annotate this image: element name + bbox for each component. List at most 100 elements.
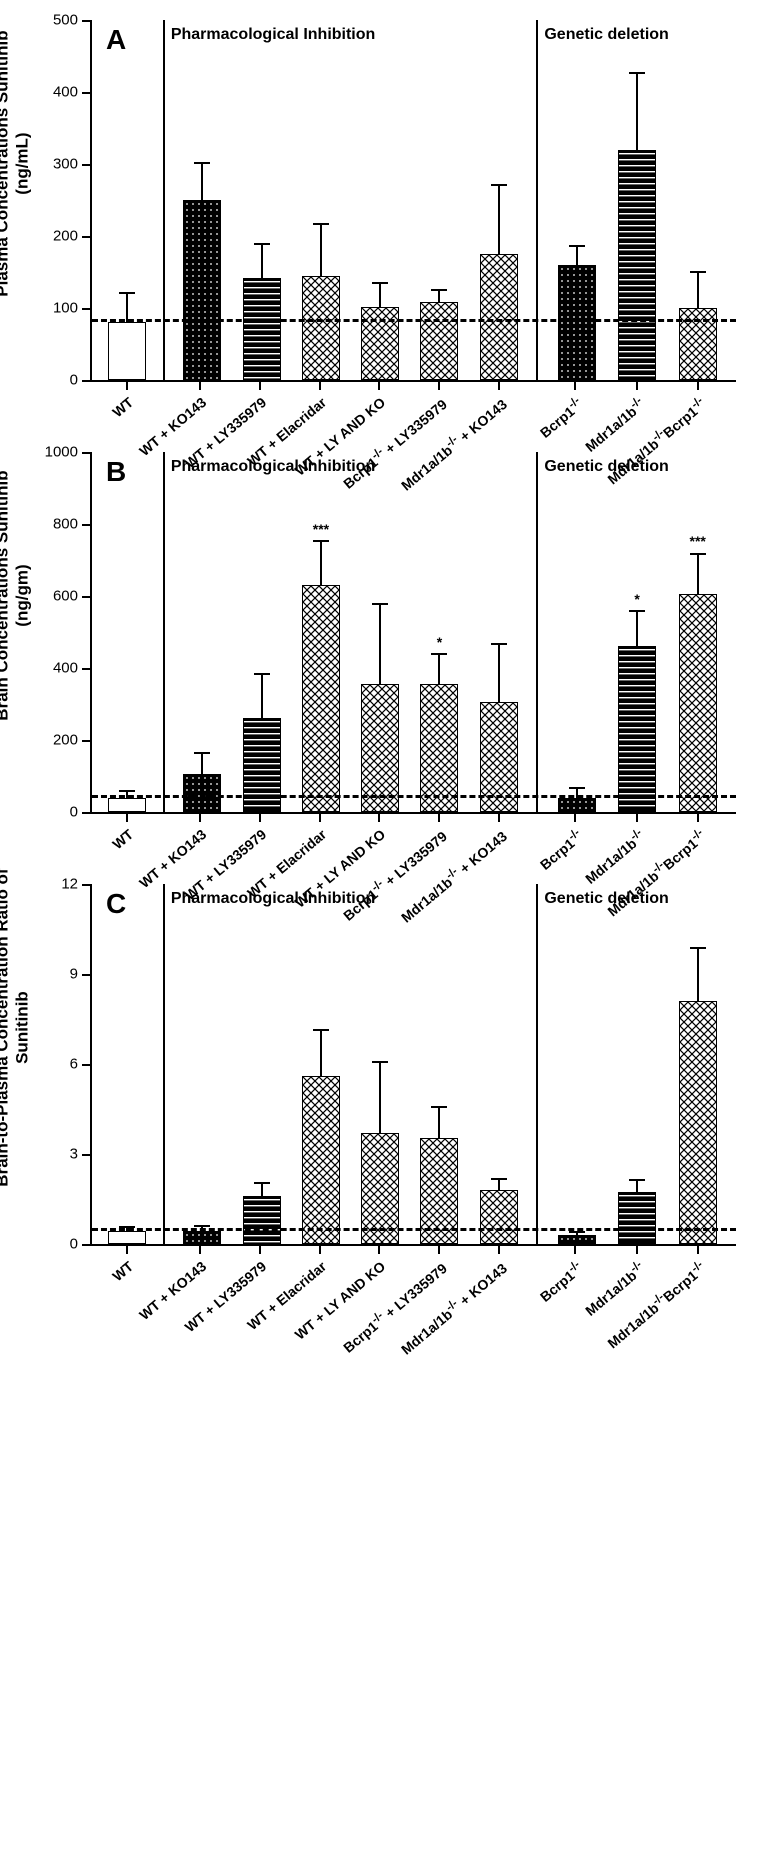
figure-root: Plasma Concentrations Sunitinib(ng/mL)01… — [0, 0, 772, 1396]
plot-region-1: Pharmacological Inhibition — [163, 884, 537, 1244]
bar-slot: *** — [667, 452, 728, 812]
bar — [183, 200, 221, 380]
panel-letter: B — [106, 456, 126, 488]
bar — [480, 1190, 518, 1244]
bar — [108, 322, 146, 380]
bar — [183, 1231, 221, 1245]
bar — [558, 265, 596, 380]
x-tick-label: Bcrp1-/- + LY335979 — [338, 1258, 450, 1356]
y-axis-label: Brain Concentrations Sunitinib(ng/gm) — [0, 470, 32, 720]
bar-slot — [232, 884, 291, 1244]
bar — [302, 276, 340, 380]
y-tick-label: 0 — [70, 1236, 78, 1253]
significance-marker: * — [634, 591, 639, 607]
x-tick-label: WT — [109, 394, 136, 420]
plot-area: 02004006008001000BPharmacological Inhibi… — [90, 452, 736, 814]
bar-slot — [546, 884, 607, 1244]
bar-slot — [607, 20, 668, 380]
y-tick-label: 1000 — [45, 444, 78, 461]
bar — [618, 1192, 656, 1245]
bar — [420, 684, 458, 812]
bar-slot — [351, 20, 410, 380]
significance-marker: * — [437, 634, 442, 650]
panel-A: Plasma Concentrations Sunitinib(ng/mL)01… — [36, 20, 736, 382]
bar — [420, 302, 458, 380]
panel-B: Brain Concentrations Sunitinib(ng/gm)020… — [36, 452, 736, 814]
y-axis-label: Brain-to-Plasma Concentration Ratio ofSu… — [0, 868, 32, 1186]
bar-slot — [100, 452, 155, 812]
x-tick-label: WT — [109, 826, 136, 852]
plot-area: 0100200300400500APharmacological Inhibit… — [90, 20, 736, 382]
plot-region-2: Genetic deletion — [536, 884, 736, 1244]
bar-slot: *** — [291, 452, 350, 812]
bar-slot — [410, 20, 469, 380]
bar-slot — [173, 884, 232, 1244]
bar-slot: * — [607, 452, 668, 812]
bar — [679, 594, 717, 812]
bar-slot — [469, 452, 528, 812]
bar — [361, 1133, 399, 1244]
bar — [679, 1001, 717, 1244]
y-axis-label: Plasma Concentrations Sunitinib(ng/mL) — [0, 30, 32, 296]
bar — [480, 702, 518, 812]
bar — [108, 798, 146, 812]
bar — [558, 798, 596, 812]
bar — [618, 646, 656, 812]
x-tick-label: WT — [109, 1258, 136, 1284]
significance-marker: *** — [690, 533, 706, 549]
y-tick-label: 600 — [53, 588, 78, 605]
bar-slot — [469, 884, 528, 1244]
plot-region-1: Pharmacological Inhibition**** — [163, 452, 537, 812]
bar-slot — [100, 884, 155, 1244]
bar — [361, 307, 399, 380]
y-tick-label: 200 — [53, 228, 78, 245]
bar-slot: * — [410, 452, 469, 812]
plot-region-2: Genetic deletion — [536, 20, 736, 380]
bar-slot — [469, 20, 528, 380]
bar-slot — [100, 20, 155, 380]
bar-slot — [351, 452, 410, 812]
y-tick-label: 3 — [70, 1146, 78, 1163]
y-tick-label: 200 — [53, 732, 78, 749]
bar — [243, 718, 281, 812]
bar-slot — [667, 884, 728, 1244]
bar-slot — [546, 452, 607, 812]
y-tick-label: 0 — [70, 372, 78, 389]
significance-marker: *** — [313, 521, 329, 537]
plot-region-2: Genetic deletion**** — [536, 452, 736, 812]
bar — [480, 254, 518, 380]
bar-slot — [291, 884, 350, 1244]
y-tick-label: 500 — [53, 12, 78, 29]
y-tick-label: 0 — [70, 804, 78, 821]
plot-region-1: Pharmacological Inhibition — [163, 20, 537, 380]
bar — [183, 774, 221, 812]
bar-slot — [410, 884, 469, 1244]
y-tick-label: 6 — [70, 1056, 78, 1073]
bar — [243, 1196, 281, 1244]
y-tick-label: 9 — [70, 966, 78, 983]
bar-slot — [607, 884, 668, 1244]
bar-slot — [546, 20, 607, 380]
panel-C: Brain-to-Plasma Concentration Ratio ofSu… — [36, 884, 736, 1246]
bar — [108, 1231, 146, 1245]
y-tick-label: 400 — [53, 84, 78, 101]
bar — [679, 308, 717, 380]
plot-region-0: B — [92, 452, 163, 812]
bar-slot — [291, 20, 350, 380]
bar — [243, 278, 281, 380]
y-tick-label: 800 — [53, 516, 78, 533]
plot-area: 036912CPharmacological InhibitionGenetic… — [90, 884, 736, 1246]
bar-slot — [232, 20, 291, 380]
bar — [558, 1235, 596, 1244]
x-tick-label: Bcrp1-/- — [536, 826, 587, 873]
bar — [302, 585, 340, 812]
y-tick-label: 400 — [53, 660, 78, 677]
bar — [420, 1138, 458, 1245]
y-tick-label: 12 — [61, 876, 78, 893]
x-tick-label: Mdr1a/1b-/- + KO143 — [396, 1258, 510, 1358]
bar-slot — [232, 452, 291, 812]
x-tick-label: Bcrp1-/- — [536, 394, 587, 441]
bar — [361, 684, 399, 812]
plot-region-0: C — [92, 884, 163, 1244]
y-tick-label: 300 — [53, 156, 78, 173]
